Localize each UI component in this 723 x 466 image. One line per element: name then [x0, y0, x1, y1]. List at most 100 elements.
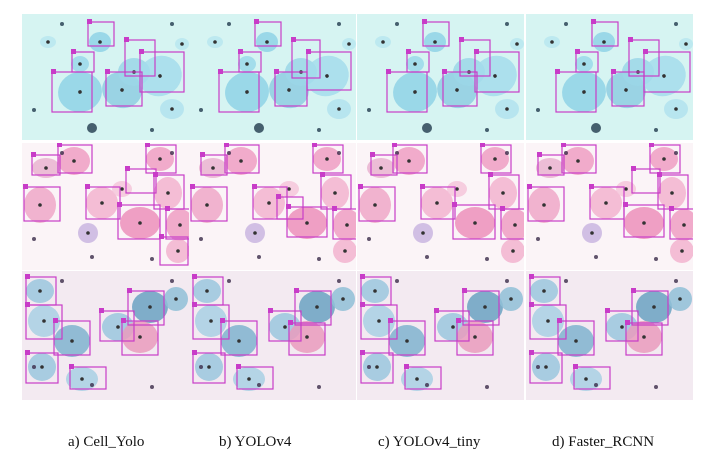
detection-box: [462, 290, 500, 326]
detection-box: [392, 144, 428, 174]
detection-box-label-marker: [117, 202, 122, 207]
detection-box: [224, 144, 260, 174]
detection-box-label-marker: [192, 274, 197, 279]
caption-yolov4-tiny: c) YOLOv4_tiny: [378, 434, 481, 450]
detection-box-label-marker: [124, 37, 129, 42]
detection-box-label-marker: [591, 19, 596, 24]
detection-box: [69, 366, 107, 390]
detection-box-label-marker: [274, 69, 279, 74]
debris: [654, 128, 658, 132]
debris: [594, 255, 598, 259]
debris: [425, 255, 429, 259]
debris: [32, 237, 36, 241]
debris: [199, 108, 203, 112]
cell: [361, 279, 389, 303]
debris: [564, 279, 568, 283]
detection-box: [71, 51, 95, 73]
detection-box: [388, 320, 426, 356]
cell: [207, 36, 223, 48]
detection-box-label-marker: [555, 69, 560, 74]
cell: [160, 99, 184, 119]
debris: [367, 365, 371, 369]
detection-box-label-marker: [165, 206, 170, 211]
detection-box-label-marker: [192, 302, 197, 307]
debris: [591, 123, 601, 133]
micrograph-image: [189, 14, 356, 140]
detection-box: [561, 144, 597, 174]
detection-box-label-marker: [69, 364, 74, 369]
cell: [359, 187, 391, 223]
detection-box-label-marker: [527, 184, 532, 189]
debris: [170, 279, 174, 283]
debris: [227, 279, 231, 283]
detection-box: [268, 310, 302, 342]
debris: [87, 123, 97, 133]
detection-box: [252, 186, 288, 220]
detection-box-label-marker: [125, 166, 130, 171]
debris: [395, 279, 399, 283]
detection-box-label-marker: [434, 308, 439, 313]
cell: [481, 147, 509, 171]
detection-box-label-marker: [529, 302, 534, 307]
micrograph-image: [526, 271, 693, 400]
detection-box-label-marker: [462, 288, 467, 293]
detection-box: [332, 208, 356, 240]
debris: [564, 22, 568, 26]
detection-box: [605, 310, 639, 342]
detection-box-label-marker: [406, 49, 411, 54]
detection-box: [623, 204, 665, 238]
detection-box-label-marker: [388, 318, 393, 323]
debris: [485, 385, 489, 389]
cell: [164, 287, 188, 311]
debris: [150, 128, 154, 132]
cell: [112, 181, 132, 197]
detection-box-label-marker: [190, 184, 195, 189]
detection-box: [125, 168, 157, 194]
detection-box-label-marker: [200, 152, 205, 157]
caption-faster-rcnn: d) Faster_RCNN: [552, 434, 655, 450]
cell: [570, 367, 602, 391]
cell: [195, 305, 227, 337]
cell: [501, 239, 524, 263]
detection-box-label-marker: [99, 308, 104, 313]
detection-box: [631, 290, 669, 326]
detection-box-label-marker: [51, 69, 56, 74]
debris: [254, 123, 264, 133]
cell: [245, 223, 265, 243]
debris: [60, 22, 64, 26]
cell: [71, 56, 89, 72]
tile-pink-yolov4: [189, 143, 356, 270]
cell: [327, 99, 351, 119]
debris: [60, 151, 64, 155]
detection-box-label-marker: [573, 364, 578, 369]
debris: [536, 237, 540, 241]
cell: [393, 71, 437, 113]
cell: [166, 209, 189, 241]
detection-box-label-marker: [192, 350, 197, 355]
cell: [40, 36, 56, 48]
detection-box: [31, 154, 61, 176]
detection-box-label-marker: [358, 184, 363, 189]
cell: [406, 56, 424, 72]
cell: [333, 239, 356, 263]
detection-box: [25, 304, 63, 340]
debris: [317, 128, 321, 132]
detection-box: [456, 320, 494, 356]
cell: [28, 305, 60, 337]
debris: [674, 279, 678, 283]
detection-box: [452, 204, 496, 240]
cell: [28, 353, 56, 381]
micrograph-image: [357, 14, 524, 140]
detection-box-label-marker: [286, 204, 291, 209]
detection-box: [254, 21, 282, 47]
debris: [505, 22, 509, 26]
debris: [536, 108, 540, 112]
detection-box-label-marker: [105, 69, 110, 74]
detection-box-label-marker: [224, 143, 229, 147]
detection-box: [360, 304, 398, 340]
detection-box-label-marker: [575, 49, 580, 54]
detection-box: [312, 144, 344, 174]
cell: [679, 38, 693, 50]
cell: [489, 177, 517, 209]
detection-box: [286, 206, 328, 238]
